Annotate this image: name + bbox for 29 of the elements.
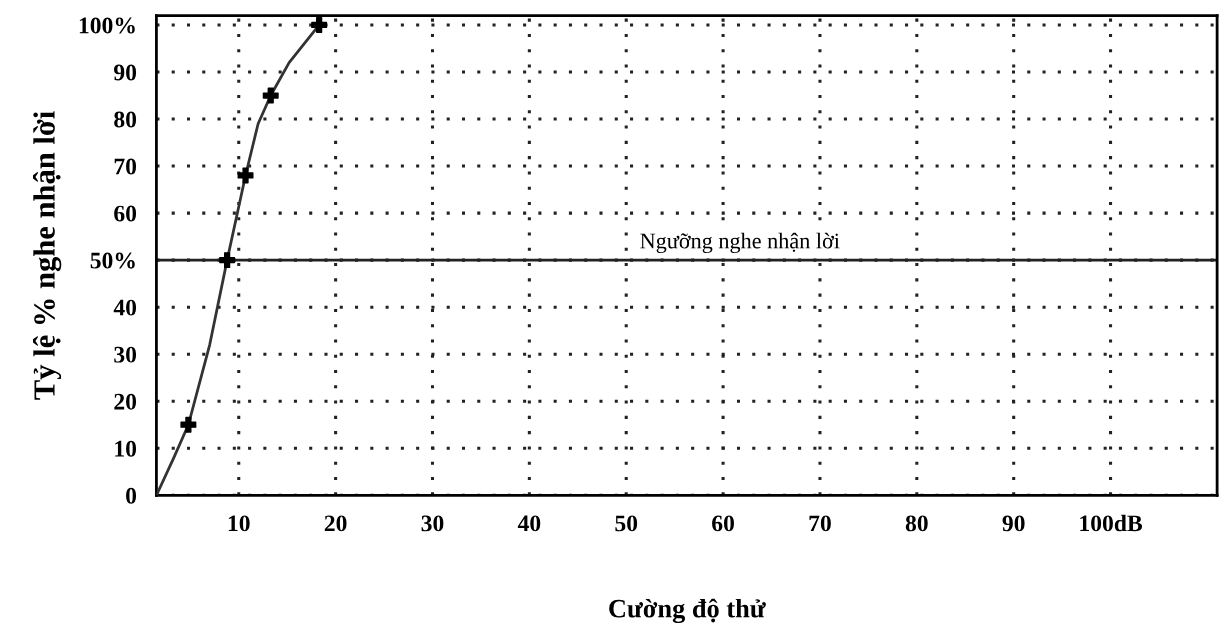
y-tick-label: 60 xyxy=(114,205,137,222)
x-tick-label: 90 xyxy=(1002,515,1025,532)
x-tick-label: 10 xyxy=(228,515,250,532)
y-tick-label: 40 xyxy=(113,299,137,316)
x-axis-title: Cường độ thử xyxy=(609,598,766,623)
ref-line-label: Ngưỡng nghe nhận lời xyxy=(640,232,840,254)
point xyxy=(237,167,254,184)
y-axis-title: Tỷ lệ % nghe nhận lời xyxy=(32,111,62,400)
x-tick-label: 30 xyxy=(421,515,444,532)
x-tick-label: 50 xyxy=(615,515,638,532)
y-tick-label: 0 xyxy=(126,487,137,504)
y-tick-label: 50% xyxy=(90,252,135,269)
y-tick-label: 90 xyxy=(114,64,137,81)
y-tick-label: 70 xyxy=(114,158,137,175)
x-tick-label: 100dB xyxy=(1080,514,1143,532)
point xyxy=(180,416,197,433)
x-tick-label: 40 xyxy=(517,515,541,532)
y-tick-label: 100% xyxy=(79,17,135,34)
point xyxy=(311,17,328,33)
point xyxy=(219,252,236,269)
x-tick-label: 80 xyxy=(905,515,928,532)
x-tick-label: 60 xyxy=(712,515,734,532)
y-tick-label: 10 xyxy=(115,440,137,457)
x-tick-label: 70 xyxy=(809,515,831,532)
y-tick-label: 80 xyxy=(114,111,137,128)
point xyxy=(262,87,279,104)
y-tick-label: 20 xyxy=(114,393,137,410)
x-tick-label: 20 xyxy=(324,515,347,532)
y-tick-label: 30 xyxy=(114,346,137,363)
